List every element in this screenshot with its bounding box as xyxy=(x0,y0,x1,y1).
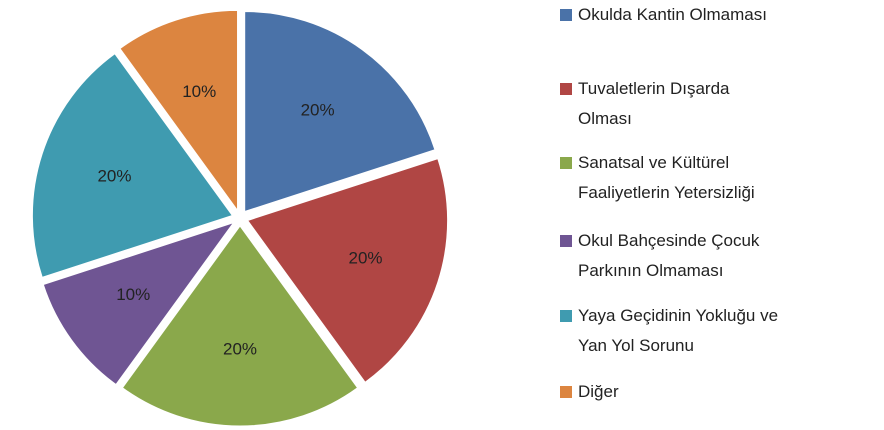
pie-slice xyxy=(119,9,239,212)
legend-swatch xyxy=(560,83,572,95)
legend-label: Diğer xyxy=(578,382,619,401)
legend-swatch xyxy=(560,157,572,169)
legend-label: Yaya Geçidinin Yokluğu ve Yan Yol Sorunu xyxy=(578,306,779,355)
slice-label: 20% xyxy=(301,101,335,120)
legend-swatch xyxy=(560,235,572,247)
legend-item: Yaya Geçidinin Yokluğu ve Yan Yol Sorunu xyxy=(560,301,805,361)
slice-label: 20% xyxy=(97,167,131,186)
legend-label: Okul Bahçesinde Çocuk Parkının Olmaması xyxy=(578,231,760,280)
pie-slice xyxy=(31,53,234,278)
pie-slice xyxy=(246,158,449,383)
slice-label: 10% xyxy=(116,285,150,304)
slice-label: 20% xyxy=(223,339,257,358)
legend-item: Diğer xyxy=(560,377,805,407)
legend-item: Sanatsal ve Kültürel Faaliyetlerin Yeter… xyxy=(560,148,805,208)
legend-item: Okulda Kantin Olmaması xyxy=(560,0,805,30)
slice-label: 20% xyxy=(349,248,383,267)
pie-slice xyxy=(121,225,359,427)
legend-item: Tuvaletlerin Dışarda Olması xyxy=(560,74,780,134)
legend-item: Okul Bahçesinde Çocuk Parkının Olmaması xyxy=(560,226,805,286)
pie-area: 20% 20% 20% 10% 20% 10% xyxy=(31,9,449,427)
pie-slice xyxy=(244,11,436,213)
legend-label: Okulda Kantin Olmaması xyxy=(578,5,767,24)
legend-label: Tuvaletlerin Dışarda Olması xyxy=(578,79,730,128)
slice-label: 10% xyxy=(182,82,216,101)
pie-slice xyxy=(42,221,235,386)
legend-swatch xyxy=(560,310,572,322)
legend-swatch xyxy=(560,386,572,398)
legend-label: Sanatsal ve Kültürel Faaliyetlerin Yeter… xyxy=(578,153,755,202)
legend-swatch xyxy=(560,9,572,21)
